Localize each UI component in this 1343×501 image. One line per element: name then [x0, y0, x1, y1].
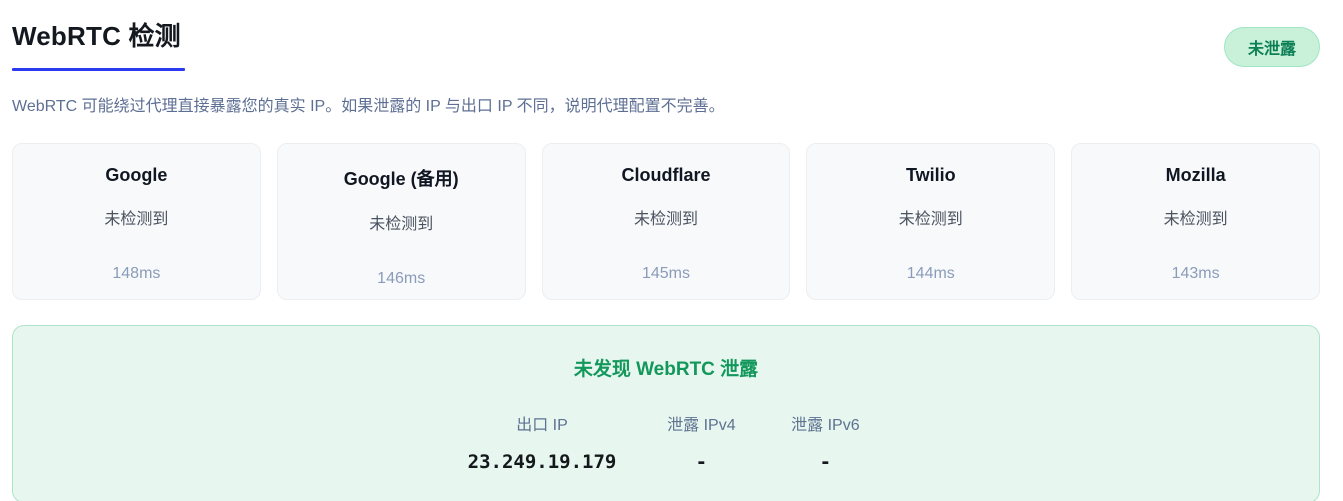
leak-ipv6-value: - [819, 451, 832, 473]
server-latency: 146ms [377, 270, 426, 287]
title-underline [12, 68, 185, 71]
server-status: 未检测到 [369, 216, 434, 233]
leak-ipv4-label: 泄露 IPv4 [667, 417, 736, 434]
server-card-cloudflare: Cloudflare 未检测到 145ms [541, 143, 791, 300]
leak-ipv6-column: 泄露 IPv6 - [786, 411, 864, 473]
server-name: Google [105, 165, 168, 185]
exit-ip-label: 出口 IP [516, 417, 568, 434]
server-latency: 148ms [112, 265, 161, 282]
leak-result-panel: 未发现 WebRTC 泄露 出口 IP 23.249.19.179 泄露 IPv… [12, 325, 1320, 501]
server-status: 未检测到 [898, 211, 963, 228]
exit-ip-column: 出口 IP 23.249.19.179 [468, 411, 617, 473]
server-name: Twilio [905, 165, 956, 185]
server-status: 未检测到 [633, 211, 698, 228]
server-status: 未检测到 [1163, 211, 1228, 228]
server-latency: 145ms [641, 265, 690, 282]
server-name: Cloudflare [621, 165, 711, 185]
leak-result-columns: 出口 IP 23.249.19.179 泄露 IPv4 - 泄露 IPv6 - [13, 411, 1319, 473]
server-card-twilio: Twilio 未检测到 144ms [806, 143, 1056, 300]
page-title: WebRTC 检测 [12, 21, 181, 51]
server-card-mozilla: Mozilla 未检测到 143ms [1071, 143, 1320, 300]
status-badge: 未泄露 [1223, 27, 1320, 67]
server-card-google-backup: Google (备用) 未检测到 146ms [276, 143, 526, 300]
server-card-google: Google 未检测到 148ms [12, 143, 261, 300]
leak-ipv4-column: 泄露 IPv4 - [662, 411, 740, 473]
server-status: 未检测到 [104, 211, 169, 228]
server-name: Google (备用) [343, 169, 459, 189]
page-description: WebRTC 可能绕过代理直接暴露您的真实 IP。如果泄露的 IP 与出口 IP… [12, 98, 725, 115]
server-latency: 143ms [1171, 265, 1220, 282]
leak-ipv6-label: 泄露 IPv6 [791, 417, 860, 434]
exit-ip-value: 23.249.19.179 [467, 451, 617, 473]
leak-ipv4-value: - [695, 451, 708, 473]
stun-server-cards: Google 未检测到 148ms Google (备用) 未检测到 146ms… [12, 143, 1320, 300]
server-latency: 144ms [906, 265, 955, 282]
leak-result-heading: 未发现 WebRTC 泄露 [573, 359, 759, 380]
server-name: Mozilla [1165, 165, 1226, 185]
